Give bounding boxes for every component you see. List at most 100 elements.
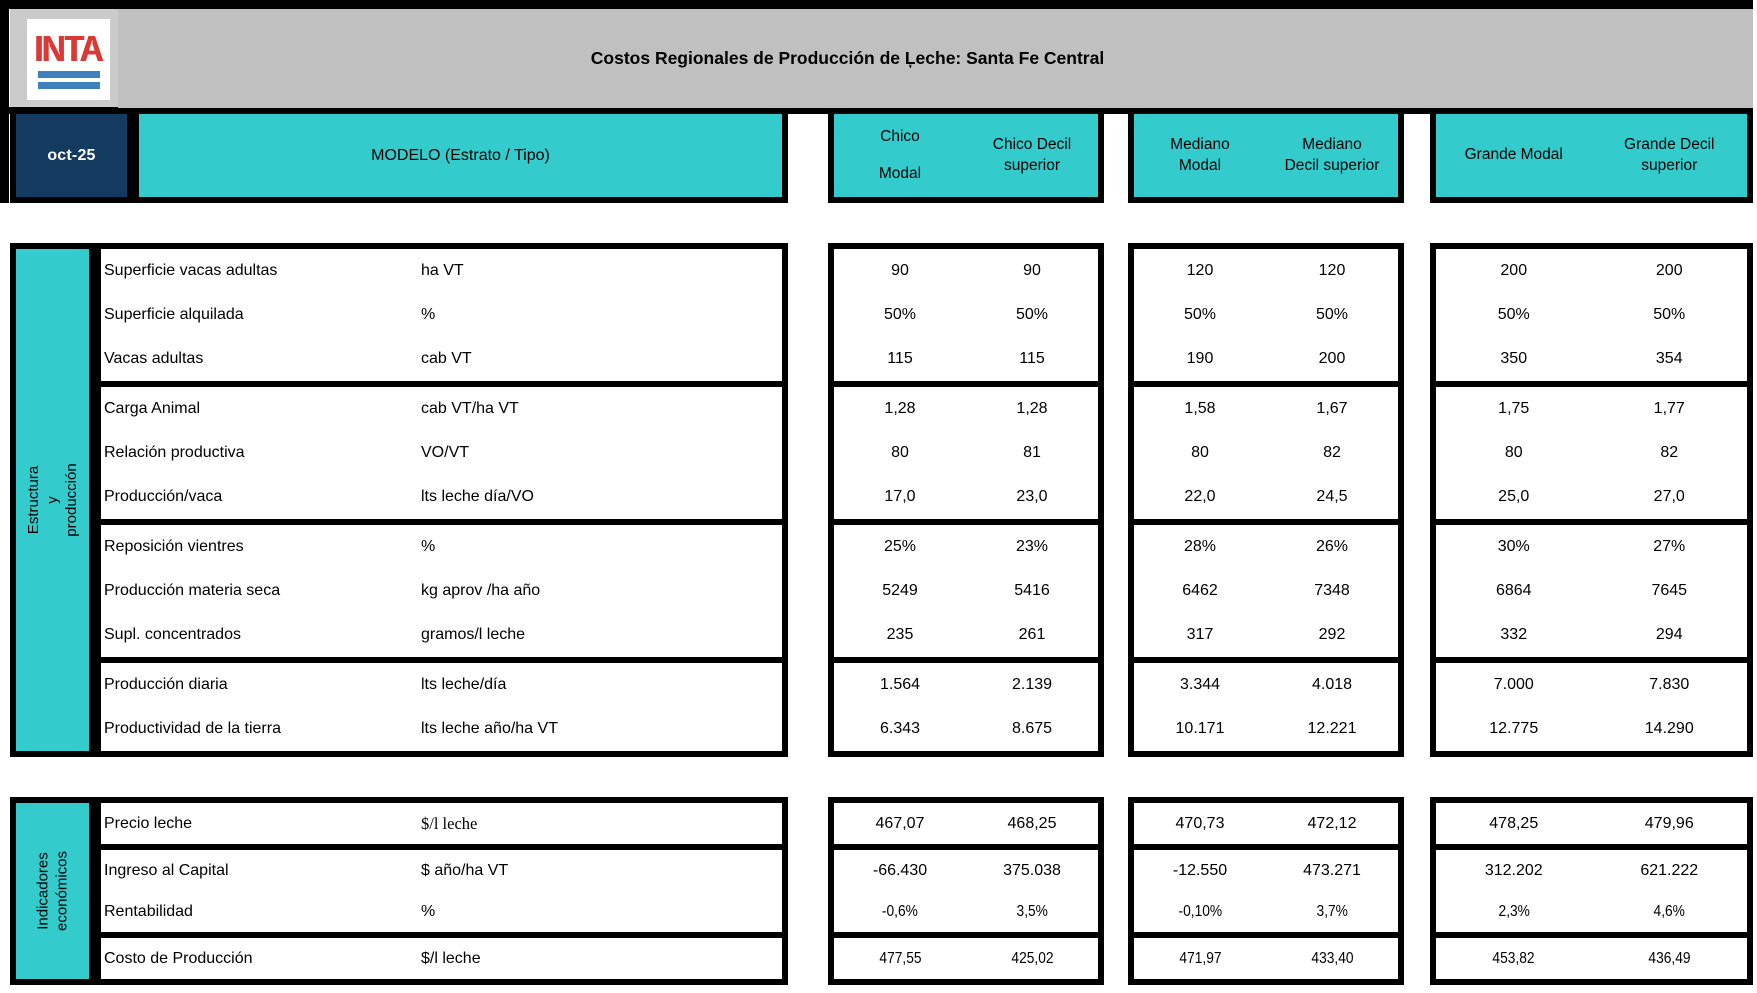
cell-value-text: 6864 bbox=[1495, 582, 1532, 599]
table-row: 467,07 468,25 bbox=[834, 803, 1098, 844]
cell-value-text: 80 bbox=[1191, 444, 1209, 461]
cell-value: 30% bbox=[1436, 538, 1592, 556]
cell-value-text: 7.000 bbox=[1493, 676, 1534, 693]
cell-value: 472,12 bbox=[1266, 815, 1398, 833]
cell-value: 471,97 bbox=[1134, 950, 1266, 968]
cell-value: 1,75 bbox=[1436, 400, 1592, 418]
row-label: Reposición vientres bbox=[104, 538, 244, 555]
cell-value-text: 14.290 bbox=[1644, 720, 1694, 737]
cell-value-text: 467,07 bbox=[875, 814, 925, 832]
cell-value: 25,0 bbox=[1436, 488, 1592, 506]
cell-value-text: 120 bbox=[1186, 262, 1214, 279]
cell-value-text: 4,6% bbox=[1653, 902, 1685, 920]
cell-value: 200 bbox=[1436, 262, 1592, 280]
row-unit: % bbox=[421, 902, 436, 920]
row-unit: VO/VT bbox=[421, 444, 470, 461]
cell-value: 14.290 bbox=[1592, 720, 1748, 738]
column-header-chico-decil: Chico Decil superior bbox=[992, 135, 1072, 174]
row-unit: % bbox=[421, 538, 436, 555]
cell-value-text: 23% bbox=[1015, 538, 1049, 555]
row-label-panel-1: Precio leche $/l leche Ingreso al Capital $… bbox=[95, 797, 788, 985]
cell-value-text: 12.221 bbox=[1307, 720, 1357, 737]
cell-value-text: 332 bbox=[1500, 626, 1528, 643]
table-row: 12.775 14.290 bbox=[1436, 707, 1747, 751]
table-row: 6462 7348 bbox=[1134, 569, 1398, 613]
cell-value-text: 82 bbox=[1323, 444, 1341, 461]
row-label: Rentabilidad bbox=[104, 902, 193, 920]
cell-value-text: 425,02 bbox=[1010, 949, 1054, 967]
table-row: Productividad de la tierra lts leche año/… bbox=[101, 707, 782, 751]
date-cell: oct-25 bbox=[10, 108, 133, 203]
row-label: Precio leche bbox=[104, 814, 193, 832]
column-header-chico-modal: Chico Modal bbox=[878, 128, 922, 182]
cell-value: 478,25 bbox=[1436, 815, 1592, 833]
cell-value-text: 24,5 bbox=[1316, 488, 1348, 505]
cell-value: 4,6% bbox=[1592, 903, 1748, 921]
table-row: 1,75 1,77 bbox=[1436, 381, 1747, 431]
cell-value-text: 433,40 bbox=[1310, 949, 1354, 967]
cell-value-text: -12.550 bbox=[1172, 861, 1228, 879]
table-row: 3.344 4.018 bbox=[1134, 657, 1398, 707]
cell-value: 621.222 bbox=[1592, 862, 1748, 880]
data-panel-1-0: 467,07 468,25 -66.430 375.038 -0,6% 3,5% 477,5… bbox=[828, 797, 1104, 985]
cell-value: 3,7% bbox=[1266, 903, 1398, 921]
column-group-header-mediano: Mediano Modal Mediano Decil superior bbox=[1128, 108, 1404, 203]
cell-value: 200 bbox=[1266, 350, 1398, 368]
cell-value: 375.038 bbox=[966, 862, 1098, 880]
data-panel-0-0: 90 90 50% 50% 115 115 1,28 1,28 80 81 17,0 23,0 25% 2… bbox=[828, 243, 1104, 757]
cell-value: 6.343 bbox=[834, 720, 966, 738]
cell-value: 27,0 bbox=[1592, 488, 1748, 506]
cell-value-text: 82 bbox=[1660, 444, 1679, 461]
table-row: Vacas adultas cab VT bbox=[101, 337, 782, 381]
table-row: Carga Animal cab VT/ha VT bbox=[101, 381, 782, 431]
table-row: 317 292 bbox=[1134, 613, 1398, 657]
cell-value-text: 7.830 bbox=[1649, 676, 1690, 693]
table-row: 453,82 436,49 bbox=[1436, 932, 1747, 979]
cell-value-text: 22,0 bbox=[1184, 488, 1216, 505]
row-unit: $/l leche bbox=[421, 949, 481, 967]
data-panel-1-1: 470,73 472,12 -12.550 473.271 -0,10% 3,7% 471,… bbox=[1128, 797, 1404, 985]
cell-value-text: 2.139 bbox=[1011, 676, 1053, 693]
cell-value: 50% bbox=[1436, 306, 1592, 324]
row-label: Producción materia seca bbox=[104, 582, 281, 599]
table-row: 190 200 bbox=[1134, 337, 1398, 381]
cell-value-text: 294 bbox=[1655, 626, 1683, 643]
cell-value-text: 25% bbox=[883, 538, 917, 555]
cell-value-text: 4.018 bbox=[1311, 676, 1353, 693]
cell-value-text: 3,7% bbox=[1316, 902, 1348, 920]
cell-value-text: 350 bbox=[1500, 350, 1528, 367]
cell-value: 50% bbox=[1266, 306, 1398, 324]
cell-value: 5249 bbox=[834, 582, 966, 600]
table-row: -12.550 473.271 bbox=[1134, 844, 1398, 891]
cell-value-text: 471,97 bbox=[1178, 949, 1222, 967]
cell-value-text: 27% bbox=[1653, 538, 1686, 555]
cell-value: 433,40 bbox=[1266, 950, 1398, 968]
cell-value-text: 1,28 bbox=[1016, 400, 1048, 417]
cell-value-text: 200 bbox=[1318, 350, 1346, 367]
cell-value: 10.171 bbox=[1134, 720, 1266, 738]
table-row: 90 90 bbox=[834, 249, 1098, 293]
cell-value: 6864 bbox=[1436, 582, 1592, 600]
cell-value: 200 bbox=[1592, 262, 1748, 280]
table-row: 115 115 bbox=[834, 337, 1098, 381]
cell-value: 12.221 bbox=[1266, 720, 1398, 738]
cell-value: 90 bbox=[834, 262, 966, 280]
cell-value: 3,5% bbox=[966, 903, 1098, 921]
row-label: Producción diaria bbox=[104, 676, 228, 693]
row-label: Relación productiva bbox=[104, 444, 245, 461]
table-row: 50% 50% bbox=[1134, 293, 1398, 337]
cell-value: 28% bbox=[1134, 538, 1266, 556]
cell-value-text: 477,55 bbox=[878, 949, 922, 967]
table-row: 332 294 bbox=[1436, 613, 1747, 657]
cell-value: 294 bbox=[1592, 626, 1748, 644]
row-label: Vacas adultas bbox=[104, 350, 204, 367]
cell-value-text: 3.344 bbox=[1179, 676, 1221, 693]
table-row: 200 200 bbox=[1436, 249, 1747, 293]
cell-value: 81 bbox=[966, 444, 1098, 462]
cell-value-text: 50% bbox=[1015, 306, 1049, 323]
table-row: 17,0 23,0 bbox=[834, 475, 1098, 519]
cell-value-text: 50% bbox=[1315, 306, 1349, 323]
cell-value-text: 200 bbox=[1655, 262, 1683, 279]
table-row: 22,0 24,5 bbox=[1134, 475, 1398, 519]
inta-logo-bar-1 bbox=[37, 70, 100, 78]
